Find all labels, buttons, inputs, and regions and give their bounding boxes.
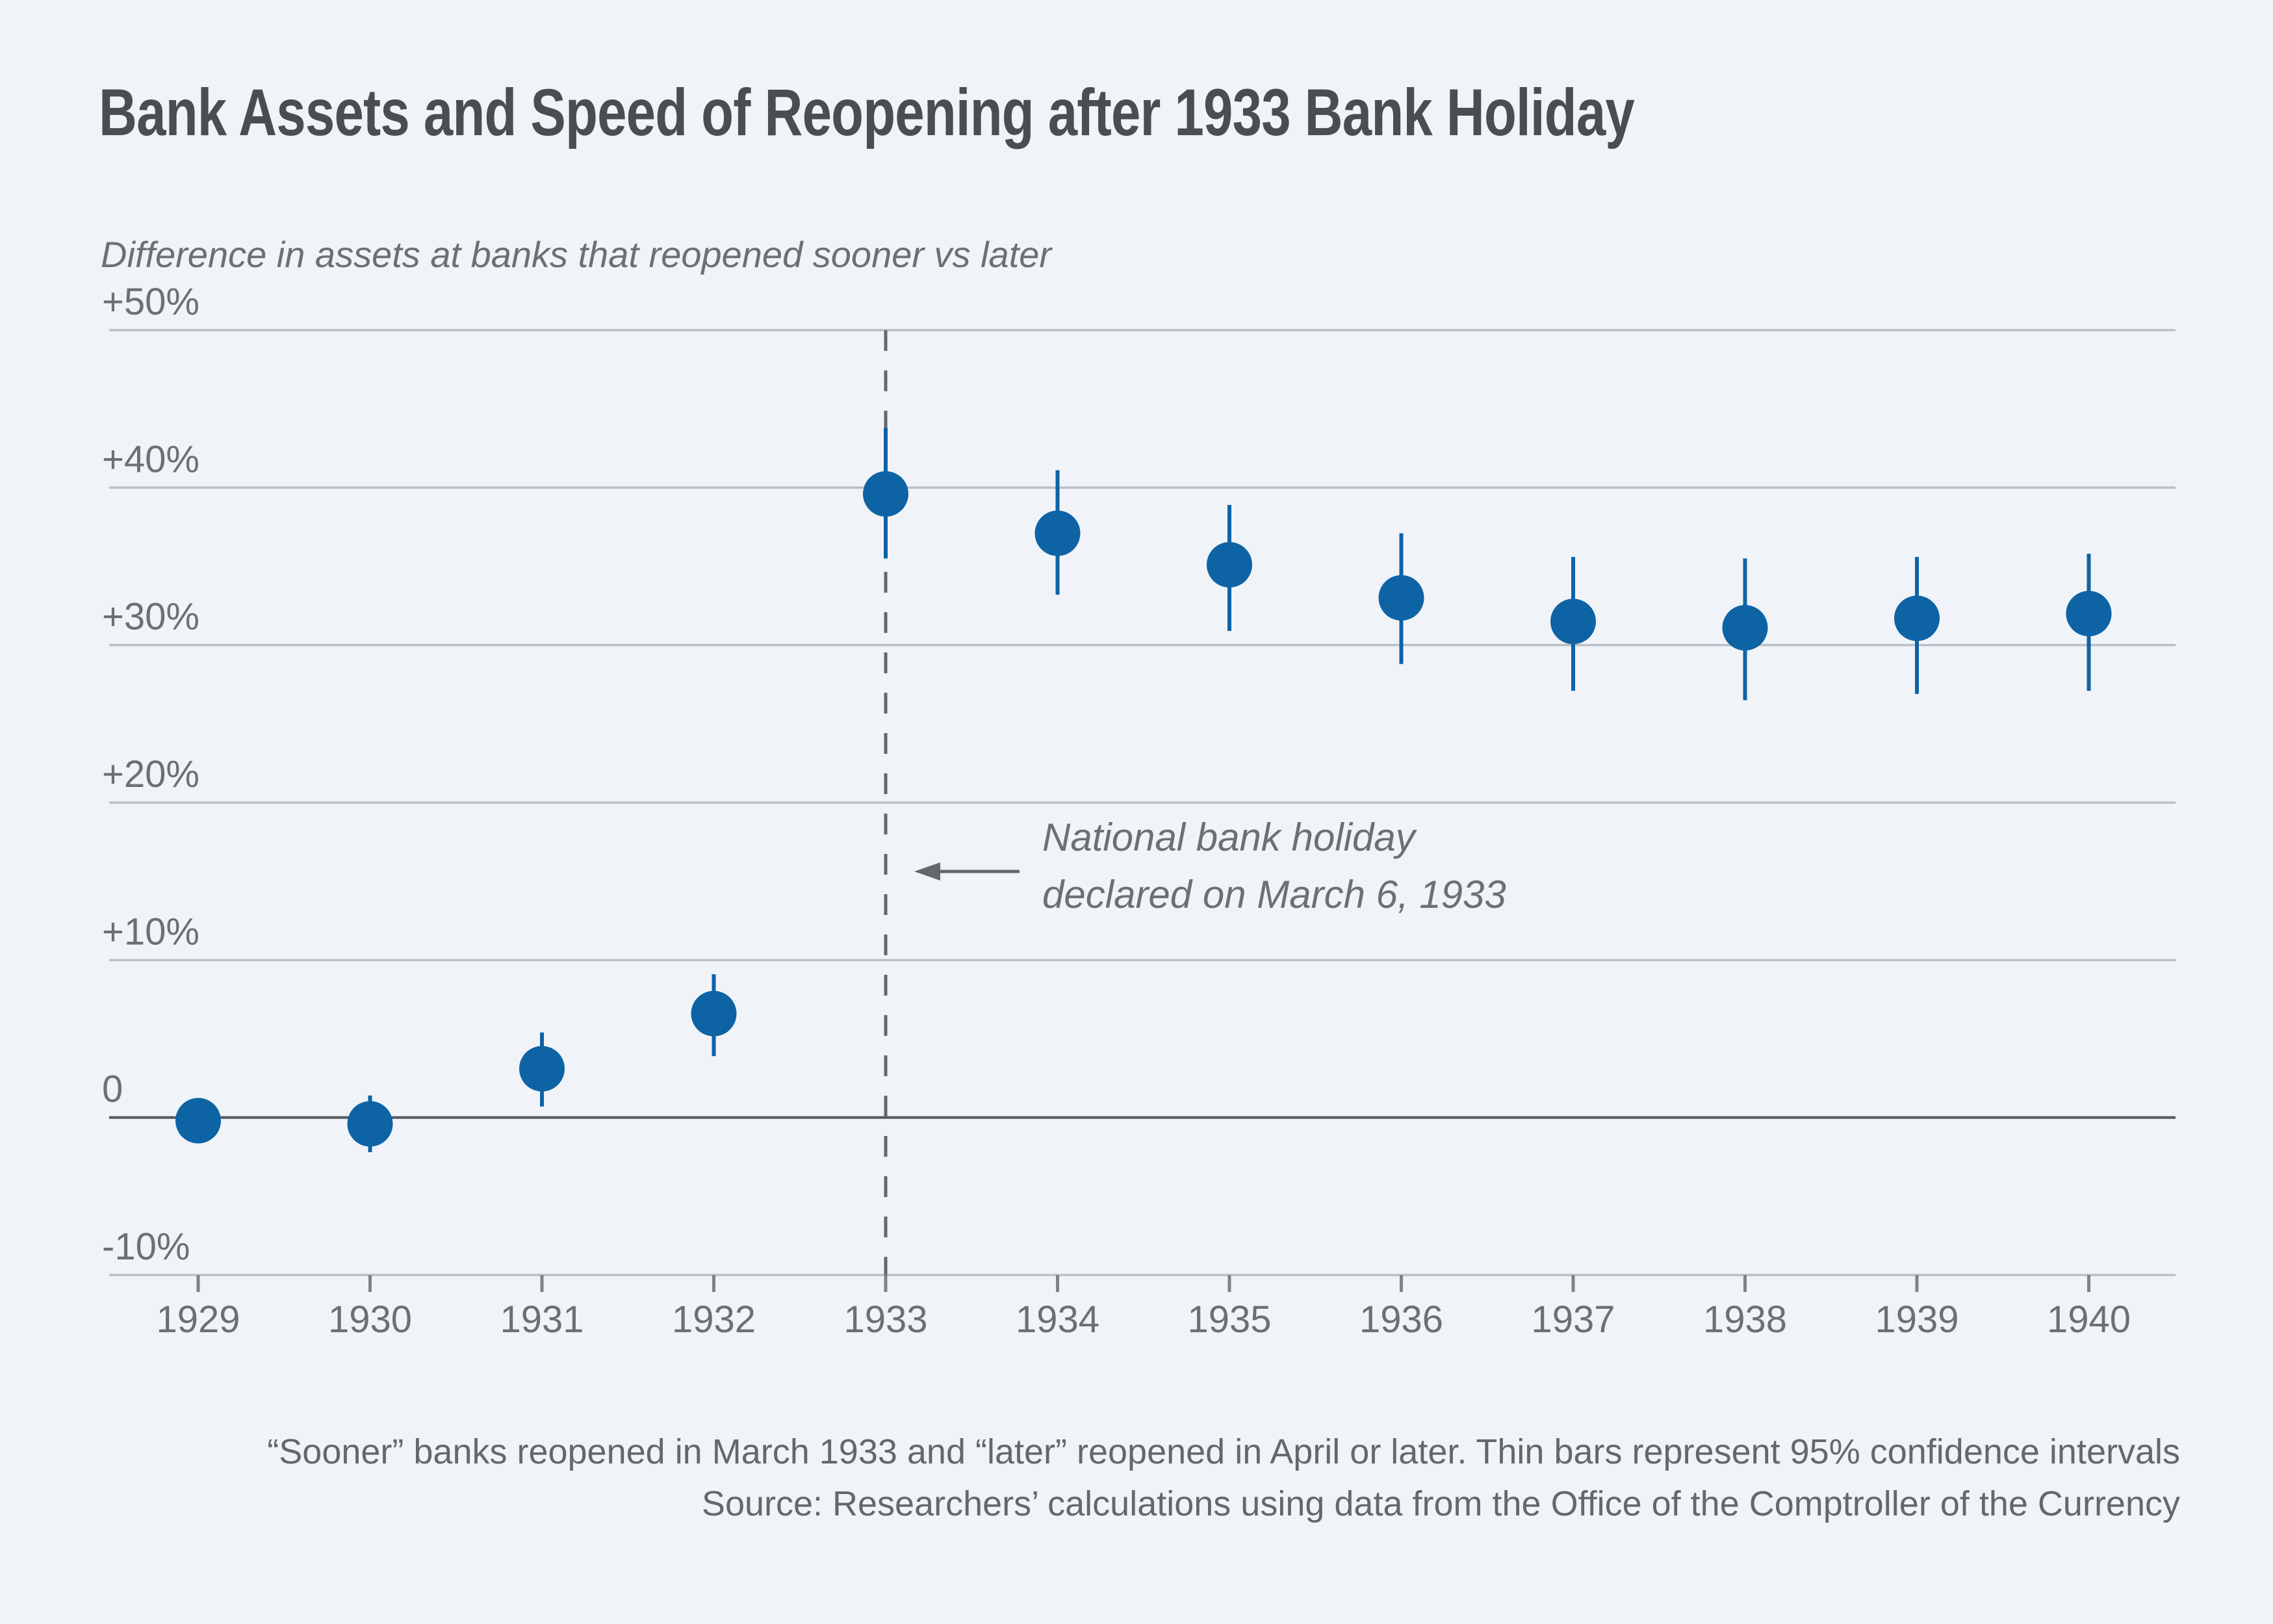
event-annotation: National bank holiday declared on March …	[1042, 809, 1506, 923]
data-point-1932	[691, 990, 737, 1037]
data-point-1935	[1207, 542, 1252, 588]
x-tick-label-1932: 1932	[672, 1298, 756, 1341]
y-tick-label-30: +30%	[102, 596, 199, 638]
x-tick-label-1933: 1933	[843, 1298, 927, 1341]
x-tick-label-1937: 1937	[1531, 1298, 1615, 1341]
chart-title: Bank Assets and Speed of Reopening after…	[99, 75, 1635, 149]
footnotes: “Sooner” banks reopened in March 1933 an…	[267, 1426, 2180, 1530]
footnote-note: “Sooner” banks reopened in March 1933 an…	[267, 1432, 2180, 1471]
data-point-1933	[863, 471, 908, 517]
x-tick-label-1930: 1930	[328, 1298, 412, 1341]
y-tick-label-50: +50%	[102, 281, 199, 323]
y-tick-label-40: +40%	[102, 438, 199, 480]
data-point-1940	[2066, 591, 2112, 637]
data-point-1929	[175, 1098, 221, 1144]
footnote-source: Source: Researchers’ calculations using …	[701, 1484, 2180, 1523]
annotation-arrow-head	[914, 862, 940, 881]
y-tick-label-10: +10%	[102, 910, 199, 953]
x-tick-label-1929: 1929	[156, 1298, 240, 1341]
x-tick-label-1931: 1931	[500, 1298, 584, 1341]
data-point-1931	[519, 1046, 565, 1092]
y-tick-label--10: -10%	[102, 1226, 190, 1268]
data-point-1934	[1034, 510, 1081, 556]
x-tick-label-1936: 1936	[1359, 1298, 1443, 1341]
y-axis-title: Difference in assets at banks that reope…	[101, 234, 1052, 275]
x-tick-label-1935: 1935	[1187, 1298, 1271, 1341]
y-tick-label-0: 0	[102, 1068, 123, 1111]
data-point-1930	[347, 1101, 393, 1147]
event-annotation-line2: declared on March 6, 1933	[1042, 873, 1506, 916]
x-tick-label-1934: 1934	[1016, 1298, 1099, 1341]
data-point-1937	[1550, 599, 1596, 645]
x-tick-label-1939: 1939	[1875, 1298, 1958, 1341]
data-point-1936	[1378, 574, 1424, 621]
data-point-1939	[1894, 595, 1940, 641]
x-tick-label-1940: 1940	[2047, 1298, 2131, 1341]
y-tick-label-20: +20%	[102, 753, 199, 795]
data-point-1938	[1722, 605, 1768, 651]
event-annotation-line1: National bank holiday	[1042, 816, 1415, 859]
x-tick-label-1938: 1938	[1703, 1298, 1787, 1341]
